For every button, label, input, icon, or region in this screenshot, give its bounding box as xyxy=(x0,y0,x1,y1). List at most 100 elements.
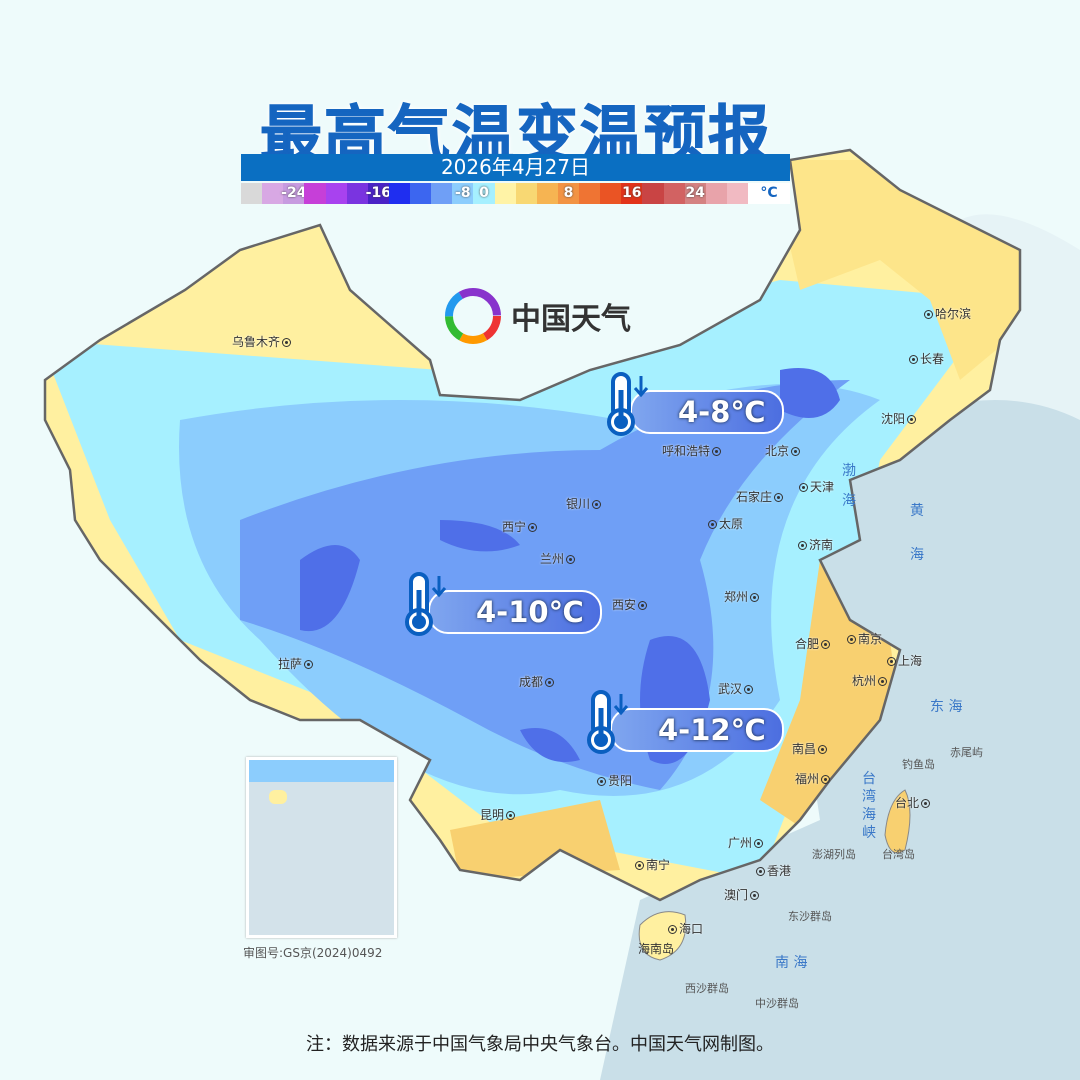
city-marker: 西宁 xyxy=(502,518,539,535)
city-dot-icon xyxy=(847,635,856,644)
city-dot-icon xyxy=(907,415,917,424)
thermometer-down-icon xyxy=(607,372,649,436)
city-marker: 福州 xyxy=(795,770,832,787)
china-weather-logo-icon xyxy=(445,288,501,344)
legend-swatch xyxy=(705,183,727,204)
legend-swatch xyxy=(494,183,516,204)
place-label: 中沙群岛 xyxy=(755,997,799,1010)
city-name: 郑州 xyxy=(724,590,749,604)
city-name: 成都 xyxy=(519,675,544,689)
city-dot-icon xyxy=(887,657,896,666)
city-name: 哈尔滨 xyxy=(935,307,972,321)
legend-unit: °C xyxy=(748,183,790,204)
city-marker: 南宁 xyxy=(633,856,670,873)
place-label: 海南岛 xyxy=(638,942,675,956)
city-dot-icon xyxy=(638,601,648,610)
city-dot-icon xyxy=(821,775,831,784)
legend-swatch xyxy=(600,183,622,204)
legend-swatch xyxy=(262,183,284,204)
place-label: 东沙群岛 xyxy=(788,910,832,923)
place-label: 钓鱼岛 xyxy=(902,758,935,771)
sea-label: 黄 xyxy=(910,503,924,519)
city-marker: 沈阳 xyxy=(881,410,918,427)
city-dot-icon xyxy=(821,640,831,649)
city-name: 乌鲁木齐 xyxy=(232,335,281,349)
city-name: 广州 xyxy=(728,836,753,850)
legend-swatch xyxy=(410,183,432,204)
legend-swatch: 24 xyxy=(684,183,706,204)
color-legend: -24 -16 -8 0 8 16 24 °C xyxy=(241,183,790,204)
legend-label: 8 xyxy=(563,185,574,201)
sea-label: 峡 xyxy=(862,825,876,841)
legend-swatch: 0 xyxy=(473,183,495,204)
city-dot-icon xyxy=(921,799,931,808)
city-dot-icon xyxy=(506,811,516,820)
legend-label: 16 xyxy=(622,185,642,201)
city-dot-icon xyxy=(635,861,644,870)
city-marker: 兰州 xyxy=(540,550,577,567)
city-name: 香港 xyxy=(767,864,792,878)
city-marker: 杭州 xyxy=(852,672,889,689)
city-name: 海口 xyxy=(679,922,704,936)
city-name: 上海 xyxy=(898,654,923,668)
city-name: 福州 xyxy=(795,772,820,786)
city-name: 西宁 xyxy=(502,520,527,534)
city-dot-icon xyxy=(774,493,784,502)
south-china-sea-inset-map xyxy=(246,757,397,938)
city-dot-icon xyxy=(799,483,808,492)
forecast-date: 2026年4月27日 xyxy=(241,154,790,181)
city-marker: 台北 xyxy=(895,794,932,811)
legend-swatch xyxy=(325,183,347,204)
legend-swatch: -24 xyxy=(281,183,306,204)
city-dot-icon xyxy=(878,677,888,686)
city-marker: 香港 xyxy=(754,862,791,879)
temperature-drop-callout: 4-10℃ xyxy=(428,590,602,634)
legend-swatch xyxy=(515,183,537,204)
brand-name: 中国天气 xyxy=(511,302,631,337)
city-marker: 天津 xyxy=(797,478,834,495)
city-marker: 济南 xyxy=(796,536,833,553)
city-marker: 银川 xyxy=(566,495,603,512)
sea-label: 东 海 xyxy=(930,699,963,715)
legend-swatch: 16 xyxy=(621,183,643,204)
city-name: 太原 xyxy=(719,517,744,531)
city-dot-icon xyxy=(597,777,606,786)
city-marker: 呼和浩特 xyxy=(662,442,723,459)
legend-swatch xyxy=(388,183,410,204)
legend-swatch xyxy=(241,183,263,204)
city-marker: 南昌 xyxy=(792,740,829,757)
city-name: 合肥 xyxy=(795,637,820,651)
legend-swatch xyxy=(726,183,748,204)
legend-swatch xyxy=(304,183,326,204)
sea-label: 台 xyxy=(862,771,876,787)
city-marker: 合肥 xyxy=(795,635,832,652)
legend-label: 0 xyxy=(479,185,489,201)
legend-label: -8 xyxy=(455,185,471,201)
city-marker: 拉萨 xyxy=(278,655,315,672)
city-name: 台北 xyxy=(895,796,920,810)
taiwan-island xyxy=(884,789,911,854)
inset-hainan xyxy=(269,790,287,804)
city-marker: 昆明 xyxy=(480,806,517,823)
city-marker: 长春 xyxy=(907,350,944,367)
city-dot-icon xyxy=(909,355,918,364)
legend-swatch xyxy=(346,183,368,204)
city-marker: 石家庄 xyxy=(736,488,785,505)
city-marker: 乌鲁木齐 xyxy=(232,333,293,350)
city-name: 呼和浩特 xyxy=(662,444,711,458)
city-marker: 贵阳 xyxy=(595,772,632,789)
sea-label: 南 海 xyxy=(775,955,808,971)
sea-label: 渤 xyxy=(842,463,856,479)
city-name: 银川 xyxy=(566,497,591,511)
city-dot-icon xyxy=(528,523,538,532)
legend-swatch: 8 xyxy=(557,183,579,204)
place-label: 台湾岛 xyxy=(882,848,915,861)
city-name: 天津 xyxy=(810,480,835,494)
sea-label: 湾 xyxy=(862,789,876,805)
city-dot-icon xyxy=(818,745,828,754)
city-name: 澳门 xyxy=(724,888,749,902)
city-name: 沈阳 xyxy=(881,412,906,426)
city-dot-icon xyxy=(756,867,765,876)
city-name: 石家庄 xyxy=(736,490,773,504)
legend-swatch xyxy=(663,183,685,204)
